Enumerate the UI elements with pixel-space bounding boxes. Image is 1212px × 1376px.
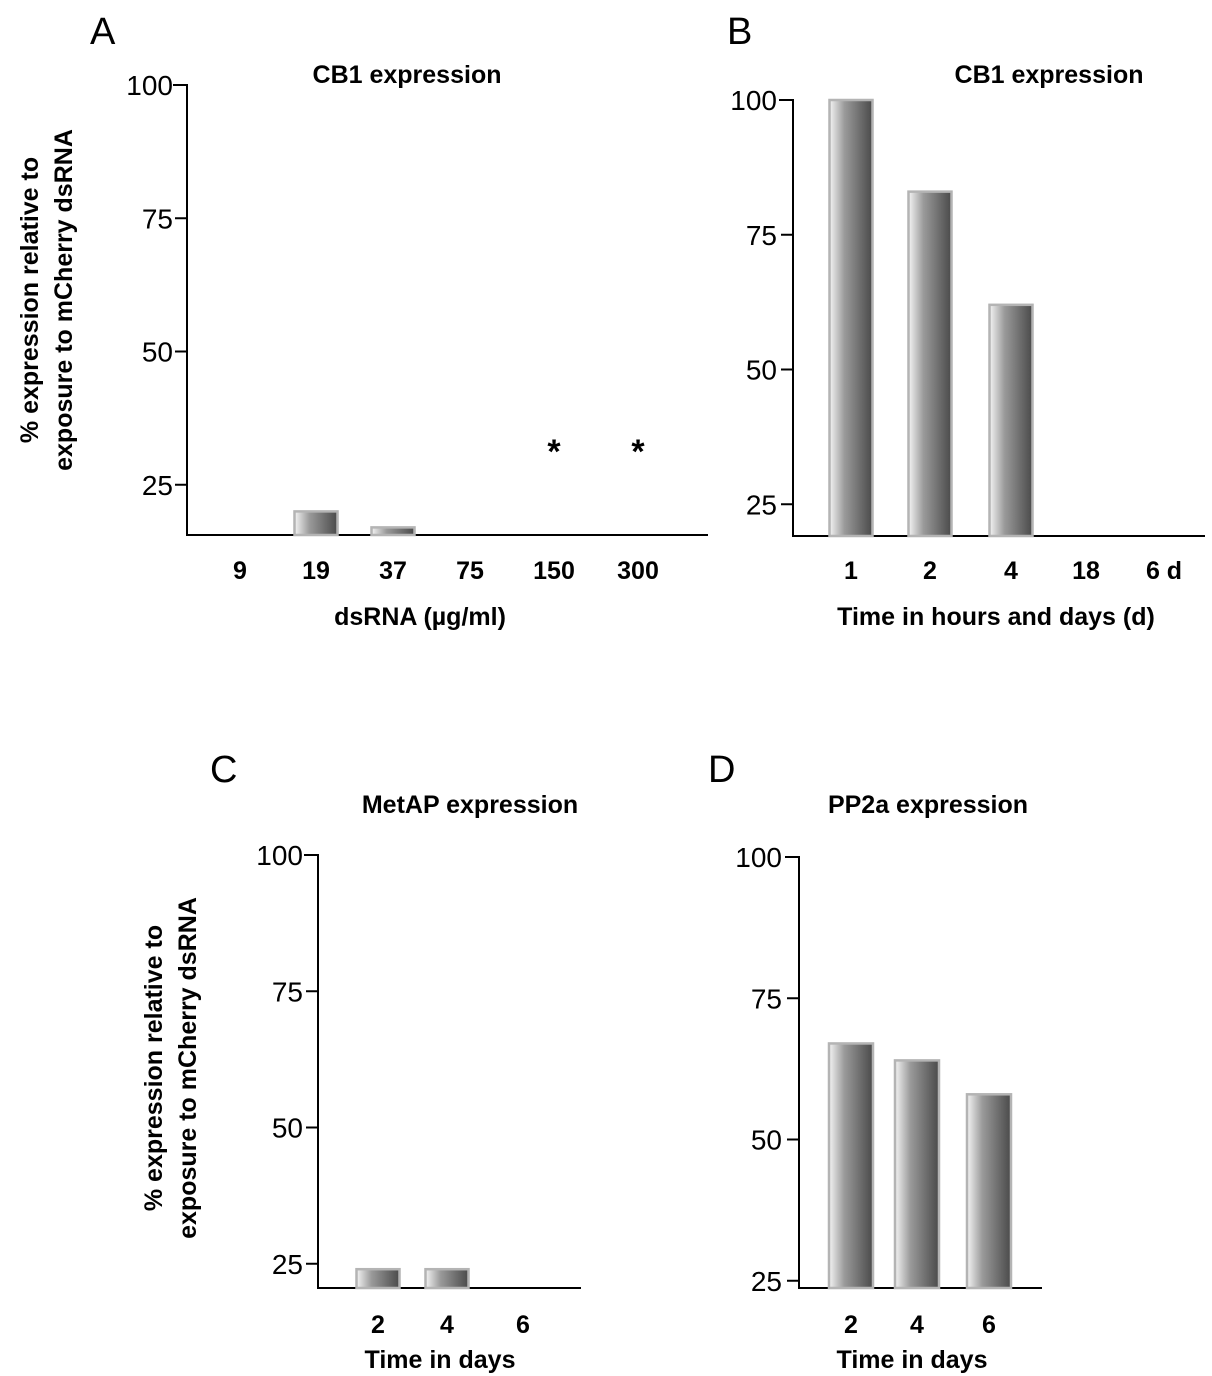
panel-c-xtick-label: 6 [516,1311,530,1339]
panel-a-ytick-label: 75 [142,203,173,234]
panel-c-title: MetAP expression [362,791,578,819]
panel-a-significance-marker: * [631,433,645,471]
panel-b-xtick-label: 1 [844,557,858,585]
panel-c-xlabel: Time in days [365,1346,516,1374]
panel-a: A CB1 expression 25 50 75 100 9 19 37 75 150 * 300 * d… [16,11,708,631]
panel-b-xtick-label: 18 [1072,557,1100,585]
panel-d-ytick-label: 25 [751,1266,782,1297]
panel-d-xlabel: Time in days [837,1346,988,1374]
panel-a-xtick-label: 9 [233,557,247,585]
panel-c-axes [304,854,581,1289]
panel-a-ylabel-line-1: % expression relative to [16,157,44,443]
panel-a-xtick-label: 37 [379,557,407,585]
panel-b-ytick-label: 75 [746,220,777,251]
panel-b-ytick-label: 100 [730,85,777,116]
panel-a-bar-37 [370,526,416,537]
panel-c-ylabel-line-1: % expression relative to [140,925,168,1211]
panel-c-bar-2 [355,1267,401,1290]
panel-d-xtick-label: 6 [982,1311,996,1339]
panel-d-xtick-label: 4 [910,1311,924,1339]
panel-c-xtick-label: 2 [371,1311,385,1339]
panel-d-ytick-label: 50 [751,1125,782,1156]
panel-b: B CB1 expression 25 50 75 100 1 2 4 18 6 d Time in … [727,11,1205,631]
panel-d-ytick-label: 75 [751,983,782,1014]
panel-a-ytick-label: 100 [126,70,173,101]
panel-c-ytick-label: 50 [272,1113,303,1144]
panel-a-axes [173,84,708,536]
panel-a-xtick-label: 19 [302,557,330,585]
panel-a-ylabel-line-2: exposure to mCherry dsRNA [50,129,78,471]
panel-c-ylabel-line-2: exposure to mCherry dsRNA [174,897,202,1239]
panel-b-xlabel: Time in hours and days (d) [837,603,1155,631]
panel-a-xlabel: dsRNA (µg/ml) [334,603,506,631]
panel-c-ytick-label: 75 [272,976,303,1007]
panel-d-ytick-label: 100 [735,842,782,873]
panel-b-bar-2 [907,190,953,538]
panel-b-title: CB1 expression [955,61,1144,89]
panel-c-letter: C [210,749,237,791]
panel-c-xtick-label: 4 [440,1311,454,1339]
panel-b-bar-4 [988,303,1034,538]
panel-c-ytick-label: 100 [256,840,303,871]
panel-a-xtick-label: 300 [617,557,659,585]
panel-d-bar-4 [893,1059,941,1290]
panel-a-letter: A [90,11,116,53]
panel-d-bar-6 [965,1093,1013,1290]
panel-d-xtick-label: 2 [844,1311,858,1339]
panel-a-xtick-label: 75 [456,557,484,585]
panel-b-bar-1 [828,98,874,538]
panel-a-xtick-label: 150 [533,557,575,585]
panel-b-letter: B [727,11,752,53]
panel-d-letter: D [708,749,735,791]
panel-b-ytick-label: 50 [746,355,777,386]
panel-a-title: CB1 expression [313,61,502,89]
panel-b-xtick-label: 6 d [1146,557,1182,585]
panel-b-xtick-label: 2 [923,557,937,585]
panel-d: D PP2a expression 25 50 75 100 2 4 6 Time in days [708,749,1042,1374]
panel-d-bar-2 [827,1042,875,1290]
panel-c-ytick-label: 25 [272,1249,303,1280]
panel-d-title: PP2a expression [828,791,1028,819]
panel-c-bar-4 [424,1267,470,1290]
panel-a-ytick-label: 25 [142,470,173,501]
panel-a-ytick-label: 50 [142,337,173,368]
panel-b-xtick-label: 4 [1004,557,1018,585]
panel-b-ytick-label: 25 [746,489,777,520]
panel-a-significance-marker: * [547,433,561,471]
panel-a-bar-19 [293,510,339,537]
